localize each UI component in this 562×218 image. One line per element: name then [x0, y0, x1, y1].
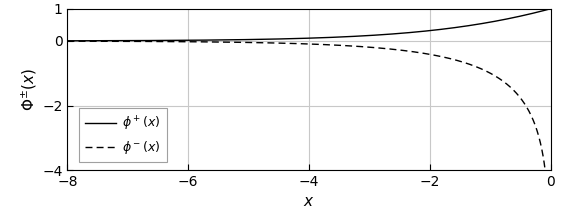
$\phi^+(x)$ — [267, 38, 274, 41]
$\phi^+(x)$ — [533, 11, 540, 14]
$\phi^-(x)$ — [271, 42, 278, 44]
$\phi^+(x)$ — [509, 17, 515, 19]
$\phi^-(x)$ — [267, 42, 274, 44]
$\phi^+(x)$ — [415, 31, 422, 33]
$\phi^+(x)$ — [64, 39, 71, 42]
$\phi^-(x)$ — [509, 87, 515, 90]
$\phi^+(x)$ — [271, 38, 278, 40]
Y-axis label: $\Phi^{\pm}(x)$: $\Phi^{\pm}(x)$ — [20, 68, 39, 111]
$\phi^+(x)$ — [547, 7, 554, 10]
X-axis label: $x$: $x$ — [303, 194, 315, 209]
Legend: $\phi^+(x)$, $\phi^-(x)$: $\phi^+(x)$, $\phi^-(x)$ — [79, 108, 167, 162]
Line: $\phi^-(x)$: $\phi^-(x)$ — [67, 41, 551, 218]
$\phi^-(x)$ — [64, 40, 71, 43]
$\phi^-(x)$ — [415, 51, 422, 54]
$\phi^+(x)$ — [294, 37, 301, 40]
$\phi^-(x)$ — [294, 42, 301, 45]
$\phi^-(x)$ — [533, 126, 540, 129]
Line: $\phi^+(x)$: $\phi^+(x)$ — [67, 9, 551, 41]
